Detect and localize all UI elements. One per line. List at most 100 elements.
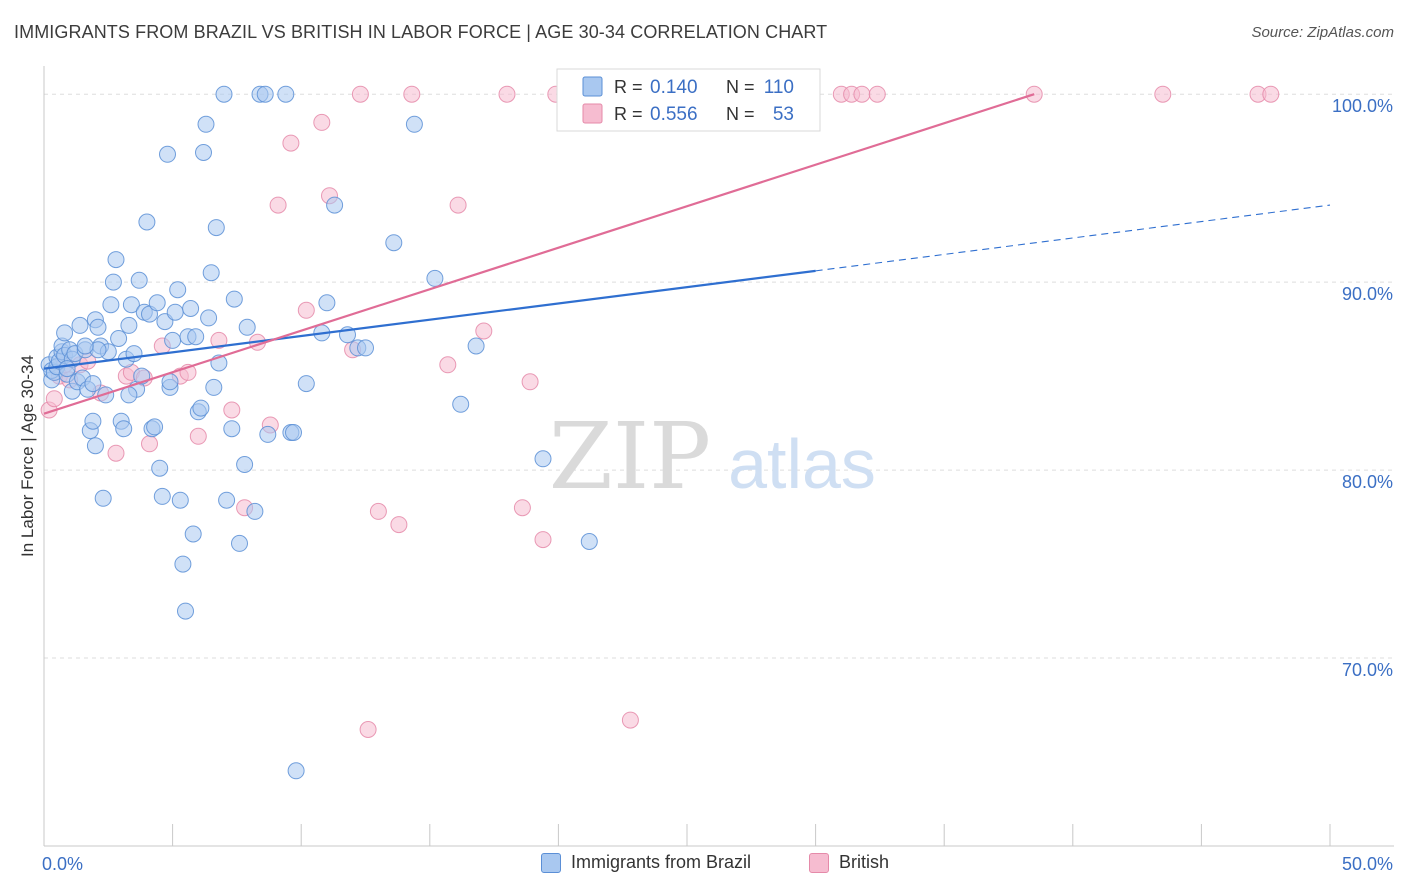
brazil-point bbox=[153, 487, 171, 505]
stats-legend: R = 0.140 N = 110 R = 0.556 N = 53 bbox=[556, 68, 821, 132]
brazil-point bbox=[218, 491, 236, 509]
brazil-point bbox=[259, 425, 277, 443]
brazil-point bbox=[318, 294, 336, 312]
brazil-point bbox=[84, 412, 102, 430]
brazil-point bbox=[146, 418, 164, 436]
stats-n-value-brazil: 110 bbox=[764, 77, 794, 98]
legend-swatch-brazil bbox=[541, 852, 561, 873]
legend-label-british: British bbox=[839, 852, 890, 872]
watermark-atlas: atlas bbox=[728, 425, 876, 503]
legend-item-brazil: Immigrants from Brazil bbox=[541, 852, 751, 873]
watermark-zip: ZIP bbox=[549, 403, 711, 510]
british-point bbox=[868, 85, 886, 103]
brazil-point bbox=[236, 456, 254, 473]
series-legend: Immigrants from Brazil British bbox=[0, 852, 1406, 878]
brazil-point bbox=[164, 331, 182, 349]
brazil-point bbox=[148, 294, 166, 312]
source-label: Source: ZipAtlas.com bbox=[1251, 24, 1394, 41]
brazil-point bbox=[223, 420, 241, 438]
british-point bbox=[449, 196, 467, 214]
brazil-point bbox=[452, 395, 470, 413]
brazil-point bbox=[104, 273, 122, 291]
british-point bbox=[282, 134, 300, 152]
brazil-point bbox=[231, 534, 248, 552]
brazil-point bbox=[159, 145, 176, 163]
gridlines bbox=[44, 93, 1394, 659]
brazil-point bbox=[125, 345, 143, 363]
trend-line-brazil bbox=[43, 269, 816, 370]
brazil-point bbox=[122, 296, 140, 314]
brazil-point bbox=[202, 264, 220, 282]
brazil-point bbox=[426, 269, 444, 287]
stats-swatch-brazil bbox=[582, 76, 603, 97]
brazil-point bbox=[205, 378, 223, 396]
brazil-point bbox=[195, 144, 212, 161]
british-point bbox=[107, 444, 125, 462]
british-point bbox=[403, 85, 421, 103]
brazil-point bbox=[58, 360, 76, 378]
brazil-point bbox=[120, 386, 138, 404]
trend-line-brazil-projection bbox=[815, 204, 1331, 272]
british-point bbox=[513, 499, 531, 517]
x-tick-label: 0.0% bbox=[42, 854, 83, 874]
watermark: ZIP atlas bbox=[549, 403, 876, 510]
brazil-point bbox=[200, 309, 218, 327]
legend-label-brazil: Immigrants from Brazil bbox=[571, 852, 752, 872]
brazil-point bbox=[166, 303, 184, 321]
brazil-point bbox=[89, 318, 107, 336]
brazil-point bbox=[277, 85, 295, 103]
british-point bbox=[223, 401, 241, 419]
stats-n-label-brazil: N = bbox=[726, 77, 755, 97]
british-point bbox=[210, 331, 228, 349]
brazil-point bbox=[120, 316, 138, 334]
british-point bbox=[359, 721, 377, 738]
british-point bbox=[369, 502, 387, 520]
stats-n-value-british: 53 bbox=[773, 104, 794, 125]
brazil-point bbox=[246, 502, 264, 520]
trend-lines bbox=[43, 93, 1331, 415]
brazil-point bbox=[405, 115, 423, 133]
brazil-point bbox=[238, 318, 256, 336]
axes bbox=[43, 66, 1394, 847]
brazil-point bbox=[187, 328, 205, 346]
british-point bbox=[1262, 85, 1280, 103]
british-point bbox=[45, 390, 63, 408]
brazil-point bbox=[102, 296, 120, 314]
x-tick-label: 50.0% bbox=[1342, 854, 1393, 874]
brazil-point bbox=[76, 337, 94, 355]
y-tick-label: 80.0% bbox=[1342, 472, 1393, 492]
y-tick-label: 100.0% bbox=[1332, 96, 1393, 116]
british-point bbox=[351, 85, 369, 103]
x-tick-labels: 0.0% 50.0% bbox=[42, 854, 1393, 874]
brazil-point bbox=[177, 602, 194, 620]
brazil-point bbox=[197, 115, 215, 133]
brazil-point bbox=[71, 316, 89, 334]
british-point bbox=[1154, 85, 1172, 103]
y-tick-label: 90.0% bbox=[1342, 284, 1393, 304]
british-point bbox=[521, 373, 539, 391]
stats-r-label-brazil: R = bbox=[614, 77, 643, 97]
brazil-point bbox=[182, 300, 200, 317]
british-point bbox=[269, 196, 287, 214]
y-axis-label: In Labor Force | Age 30-34 bbox=[18, 355, 37, 557]
y-tick-label: 70.0% bbox=[1342, 660, 1393, 680]
brazil-point bbox=[225, 290, 243, 308]
trend-line-british bbox=[43, 93, 1035, 415]
brazil-point bbox=[130, 271, 148, 289]
stats-r-label-british: R = bbox=[614, 104, 643, 124]
british-point bbox=[853, 85, 871, 103]
stats-r-value-british: 0.556 bbox=[650, 104, 698, 125]
y-tick-labels: 100.0% 90.0% 80.0% 70.0% bbox=[1332, 96, 1393, 680]
brazil-point bbox=[151, 459, 169, 477]
brazil-point bbox=[287, 762, 305, 780]
brazil-point bbox=[207, 219, 225, 237]
british-point bbox=[297, 301, 315, 319]
brazil-point bbox=[171, 491, 189, 509]
brazil-point bbox=[326, 196, 344, 214]
brazil-point bbox=[297, 375, 315, 393]
brazil-point bbox=[256, 85, 274, 103]
brazil-point bbox=[467, 337, 485, 355]
brazil-point bbox=[115, 420, 133, 438]
british-point bbox=[439, 356, 457, 374]
